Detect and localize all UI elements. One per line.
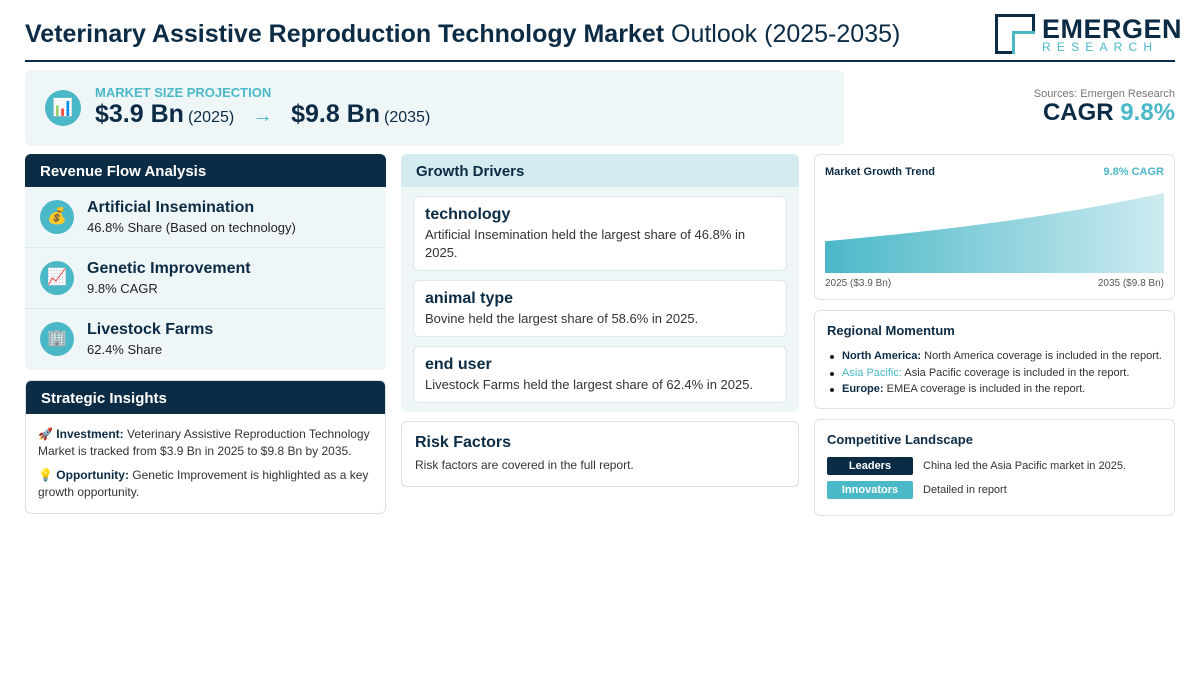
driver-item: technology Artificial Insemination held … [413, 196, 787, 271]
risk-factors-title: Risk Factors [415, 434, 512, 451]
investment-label: Investment: [56, 427, 124, 441]
page-title-main: Veterinary Assistive Reproduction Techno… [25, 20, 665, 48]
region-text: Asia Pacific coverage is included in the… [904, 366, 1130, 379]
revenue-flow-title: Revenue Flow Analysis [25, 154, 386, 187]
revenue-flow-card: Revenue Flow Analysis 💰 Artificial Insem… [25, 154, 386, 370]
revenue-item: 💰 Artificial Insemination 46.8% Share (B… [25, 187, 386, 248]
trend-start-label: 2025 ($3.9 Bn) [825, 278, 892, 289]
opportunity-text: Genetic Improvement is highlighted as a … [38, 468, 369, 499]
end-value: $9.8 Bn [291, 100, 381, 128]
competitive-row: Leaders China led the Asia Pacific marke… [827, 457, 1162, 481]
building-icon: 🏢 [40, 322, 74, 356]
innovators-badge: Innovators [827, 481, 913, 499]
money-bag-icon: 💰 [40, 200, 74, 234]
opportunity-label: Opportunity: [56, 468, 129, 482]
investment-insight: 🚀 Investment: Veterinary Assistive Repro… [38, 426, 373, 460]
region-text: EMEA coverage is included in the report. [886, 383, 1086, 395]
growth-drivers-card: Growth Drivers technology Artificial Ins… [401, 154, 799, 412]
growth-trend-area [825, 193, 1164, 273]
region-item: Asia Pacific: Asia Pacific coverage is i… [827, 365, 1162, 382]
region-name: Asia Pacific: [842, 366, 902, 379]
revenue-item-name: Genetic Improvement [87, 260, 251, 277]
revenue-item-detail: 46.8% Share (Based on technology) [87, 220, 296, 235]
driver-text: Artificial Insemination held the largest… [425, 227, 746, 260]
competitive-text: Detailed in report [923, 484, 1007, 496]
driver-item: animal type Bovine held the largest shar… [413, 280, 787, 337]
logo-subtitle: RESEARCH [1042, 40, 1159, 54]
revenue-item: 📈 Genetic Improvement 9.8% CAGR [25, 248, 386, 309]
region-text: North America coverage is included in th… [924, 350, 1162, 362]
driver-text: Livestock Farms held the largest share o… [425, 377, 754, 392]
competitive-row: Innovators Detailed in report [827, 481, 1162, 505]
rocket-icon: 🚀 [38, 427, 53, 441]
growth-drivers-title: Growth Drivers [401, 154, 799, 187]
revenue-item-name: Artificial Insemination [87, 199, 255, 216]
lightbulb-icon: 💡 [38, 468, 53, 482]
arrow-right-icon: → [252, 105, 273, 127]
driver-text: Bovine held the largest share of 58.6% i… [425, 311, 699, 326]
revenue-item-name: Livestock Farms [87, 321, 214, 338]
regional-list: North America: North America coverage is… [827, 348, 1162, 398]
cagr-label: CAGR [1042, 99, 1114, 126]
driver-name: animal type [425, 290, 514, 307]
cagr-summary: CAGR 9.8% [1043, 99, 1175, 127]
page-title: Veterinary Assistive Reproduction Techno… [25, 20, 900, 49]
region-item: Europe: EMEA coverage is included in the… [827, 381, 1162, 398]
trend-end-label: 2035 ($9.8 Bn) [1097, 278, 1164, 289]
strategic-insights-card: Strategic Insights 🚀 Investment: Veterin… [25, 380, 386, 514]
end-year: (2035) [384, 109, 431, 126]
market-size-values: $3.9 Bn (2025) → $9.8 Bn (2035) [95, 100, 430, 129]
revenue-item-detail: 9.8% CAGR [87, 281, 158, 296]
market-size-label: MARKET SIZE PROJECTION [95, 85, 272, 100]
region-name: Europe: [842, 383, 884, 395]
growth-trend-chart [825, 193, 1164, 273]
risk-factors-card: Risk Factors Risk factors are covered in… [401, 421, 799, 487]
chart-up-icon: 📈 [40, 261, 74, 295]
bar-chart-icon: 📊 [45, 90, 81, 126]
growth-trend-title: Market Growth Trend [825, 166, 936, 178]
regional-momentum-card: Regional Momentum North America: North A… [814, 310, 1175, 409]
strategic-insights-title: Strategic Insights [26, 381, 385, 414]
driver-item: end user Livestock Farms held the larges… [413, 346, 787, 403]
region-item: North America: North America coverage is… [827, 348, 1162, 365]
investment-text: Veterinary Assistive Reproduction Techno… [38, 427, 370, 458]
competitive-landscape-card: Competitive Landscape Leaders China led … [814, 419, 1175, 516]
page-header: Veterinary Assistive Reproduction Techno… [25, 14, 1182, 62]
strategic-insights-body: 🚀 Investment: Veterinary Assistive Repro… [26, 414, 385, 513]
logo-mark-icon [995, 14, 1035, 54]
regional-momentum-title: Regional Momentum [827, 323, 955, 338]
sources-note: Sources: Emergen Research [1033, 88, 1175, 100]
cagr-value: 9.8% [1120, 99, 1175, 126]
region-name: North America: [842, 350, 922, 362]
start-year: (2025) [187, 109, 235, 126]
market-size-panel: 📊 MARKET SIZE PROJECTION $3.9 Bn (2025) →… [25, 70, 844, 146]
growth-trend-cagr: 9.8% CAGR [1103, 166, 1164, 178]
leaders-badge: Leaders [827, 457, 913, 475]
driver-name: technology [425, 206, 511, 223]
emergen-logo: EMERGEN RESEARCH [995, 14, 1182, 56]
page-title-period: Outlook (2025-2035) [671, 20, 901, 48]
driver-name: end user [425, 356, 492, 373]
revenue-item: 🏢 Livestock Farms 62.4% Share [25, 309, 386, 370]
opportunity-insight: 💡 Opportunity: Genetic Improvement is hi… [38, 467, 373, 501]
logo-name: EMERGEN [1042, 14, 1183, 44]
competitive-landscape-title: Competitive Landscape [827, 432, 973, 447]
start-value: $3.9 Bn [95, 100, 184, 128]
growth-trend-card: Market Growth Trend 9.8% CAGR 2025 ($3.9… [814, 154, 1175, 300]
competitive-text: China led the Asia Pacific market in 202… [923, 460, 1127, 472]
revenue-item-detail: 62.4% Share [87, 342, 163, 357]
risk-factors-text: Risk factors are covered in the full rep… [415, 458, 634, 472]
